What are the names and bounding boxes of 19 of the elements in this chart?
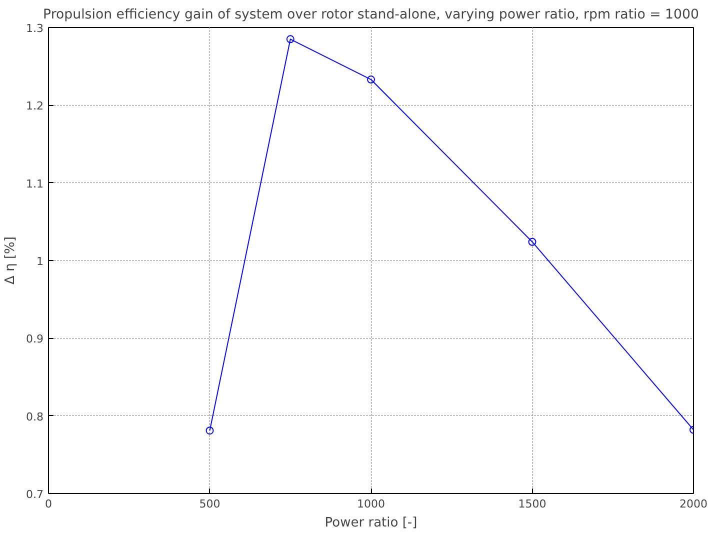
point	[528, 238, 536, 246]
point	[367, 76, 375, 84]
x-tick-label: 500	[199, 498, 220, 510]
x-tick-label: 0	[45, 498, 52, 510]
point	[206, 426, 214, 435]
y-tick-label: 0.7	[26, 488, 44, 501]
chart-title: Propulsion efficiency gain of system over rotor stand-alone, varying power ratio, rpm ratio = 1000	[43, 8, 699, 22]
y-axis-title: Δ η [%]	[3, 236, 18, 284]
y-tick-label: 0.9	[26, 332, 44, 346]
point	[286, 35, 294, 44]
y-tick-label: 1.2	[26, 100, 44, 113]
y-tick-label: 1.1	[26, 177, 44, 190]
x-axis-title: Power ratio [-]	[324, 516, 418, 530]
y-tick-label: 1	[36, 255, 44, 268]
y-tick-label: 1.3	[26, 22, 44, 35]
x-tick-label: 2000	[680, 498, 708, 510]
x-tick-label: 1000	[357, 498, 386, 510]
y-tick-label: 0.8	[26, 410, 44, 424]
x-tick-label: 1500	[518, 498, 546, 510]
